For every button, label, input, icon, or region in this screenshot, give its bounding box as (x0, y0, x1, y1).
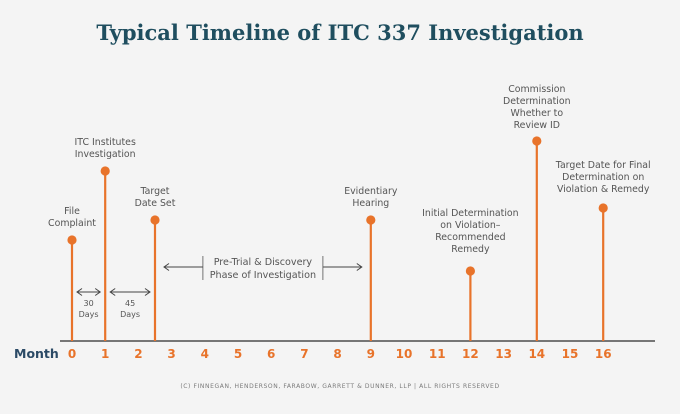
span-label-span-30-days: 30 Days (79, 299, 99, 319)
event-label-itc-institutes: ITC Institutes Investigation (75, 137, 136, 160)
span-arrow-span-30-days (76, 288, 102, 296)
event-marker-commission-determination (532, 136, 542, 146)
axis-tick-label: 10 (396, 347, 413, 361)
axis-tick-label: 12 (462, 347, 479, 361)
axis-tick-label: 4 (201, 347, 209, 361)
axis-tick-label: 15 (562, 347, 579, 361)
axis-tick-label: 2 (134, 347, 142, 361)
axis-tick-label: 5 (234, 347, 242, 361)
event-label-initial-determination: Initial Determination on Violation– Recomm… (422, 208, 518, 255)
copyright-footer: (C) FINNEGAN, HENDERSON, FARABOW, GARRET… (180, 383, 500, 390)
axis-tick-label: 6 (267, 347, 275, 361)
phase-label: Pre-Trial & Discovery Phase of Investigat… (210, 257, 316, 281)
event-marker-initial-determination (465, 266, 475, 276)
event-marker-target-date-final (598, 203, 608, 213)
event-label-target-date-final: Target Date for Final Determination on Vio… (555, 160, 651, 195)
axis-tick-label: 0 (68, 347, 76, 361)
event-label-file-complaint: File Complaint (48, 206, 96, 229)
event-marker-evidentiary-hearing (366, 215, 376, 225)
span-label-span-45-days: 45 Days (120, 299, 140, 319)
event-label-commission-determination: Commission Determination Whether to Review … (503, 84, 571, 131)
event-label-evidentiary-hearing: Evidentiary Hearing (344, 186, 398, 209)
axis-tick-label: 9 (367, 347, 375, 361)
event-marker-file-complaint (67, 235, 77, 245)
axis-label-month: Month (14, 346, 59, 361)
axis-tick-label: 16 (595, 347, 612, 361)
phase-label-box (202, 252, 323, 282)
axis-tick-label: 3 (167, 347, 175, 361)
event-label-target-date-set: Target Date Set (135, 186, 176, 209)
axis-tick-label: 13 (495, 347, 512, 361)
figure-title: Typical Timeline of ITC 337 Investigatio… (96, 20, 584, 45)
axis-tick-label: 14 (528, 347, 545, 361)
axis-tick-label: 1 (101, 347, 109, 361)
axis-tick-label: 7 (300, 347, 308, 361)
axis-tick-label: 11 (429, 347, 446, 361)
event-marker-itc-institutes (100, 166, 110, 176)
event-marker-target-date-set (150, 215, 160, 225)
axis-tick-label: 8 (333, 347, 341, 361)
span-arrow-span-45-days (109, 288, 151, 296)
